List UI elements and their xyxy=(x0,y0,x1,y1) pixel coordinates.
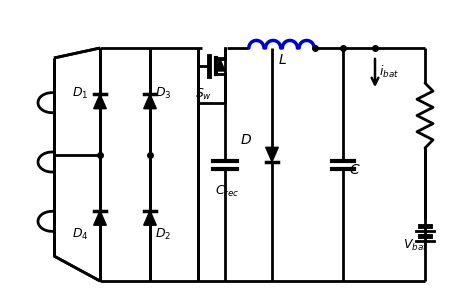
Polygon shape xyxy=(94,94,106,109)
Text: $D_2$: $D_2$ xyxy=(155,227,171,242)
Text: $C_{rec}$: $C_{rec}$ xyxy=(215,184,239,198)
Text: $D_4$: $D_4$ xyxy=(72,227,89,242)
Polygon shape xyxy=(144,94,156,109)
Text: $i_{bat}$: $i_{bat}$ xyxy=(379,64,399,80)
Polygon shape xyxy=(215,59,225,71)
Text: $V_{bat}$: $V_{bat}$ xyxy=(403,238,428,253)
Text: $D_1$: $D_1$ xyxy=(72,85,89,101)
Text: $D$: $D$ xyxy=(240,134,252,148)
Polygon shape xyxy=(94,211,106,225)
Polygon shape xyxy=(144,211,156,225)
Polygon shape xyxy=(266,147,278,162)
Text: $L$: $L$ xyxy=(277,53,286,67)
Text: $D_3$: $D_3$ xyxy=(155,85,172,101)
Text: $C$: $C$ xyxy=(349,164,360,178)
Text: $S_w$: $S_w$ xyxy=(195,87,212,102)
